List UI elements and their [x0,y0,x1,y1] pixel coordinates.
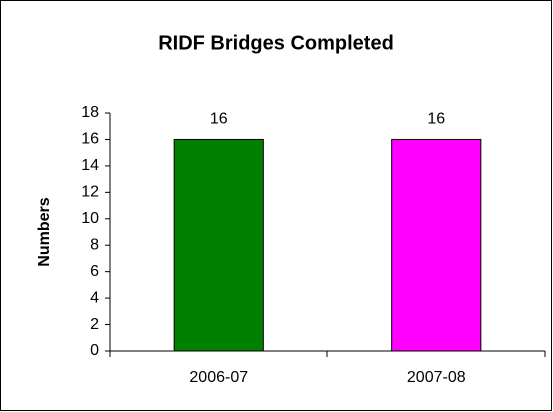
y-tick-label: 10 [81,210,99,227]
x-tick-label: 2006-07 [189,369,248,386]
y-tick-label: 8 [90,236,99,253]
y-tick-label: 16 [81,131,99,148]
y-tick-label: 12 [81,184,99,201]
x-tick-label: 2007-08 [407,369,466,386]
bar [173,138,264,352]
data-label: 16 [427,111,445,128]
y-axis-label: Numbers [36,197,53,266]
y-tick-label: 6 [90,263,99,280]
y-tick-label: 4 [90,289,99,306]
y-tick-label: 2 [90,316,99,333]
y-tick-label: 14 [81,157,99,174]
y-tick-label: 0 [90,342,99,359]
y-tick-label: 18 [81,104,99,121]
bar [391,138,482,352]
chart-title: RIDF Bridges Completed [158,32,394,54]
data-label: 16 [210,111,228,128]
